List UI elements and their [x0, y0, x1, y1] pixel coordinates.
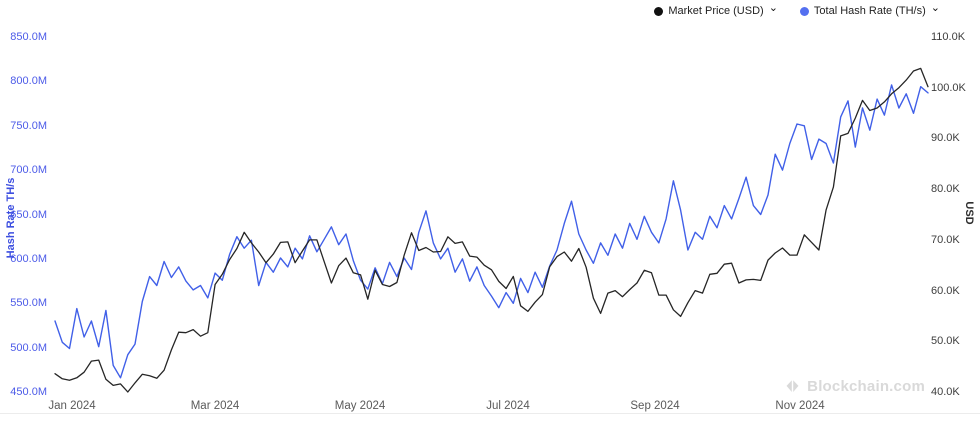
x-tick: May 2024 — [334, 400, 386, 412]
x-tick: Nov 2024 — [775, 400, 825, 412]
x-tick: Sep 2024 — [630, 400, 680, 412]
chevron-down-icon[interactable]: ⌄ — [930, 2, 940, 14]
chevron-down-icon[interactable]: ⌄ — [768, 2, 778, 14]
y-tick-left: 550.0M — [10, 297, 47, 310]
bottom-divider — [0, 413, 980, 414]
legend-item-label: Total Hash Rate (TH/s) — [813, 5, 926, 17]
hash-rate-line[interactable] — [54, 84, 929, 379]
y-tick-right: 110.0K — [931, 31, 966, 43]
y-tick-left: 800.0M — [10, 75, 47, 88]
y-tick-left: 650.0M — [10, 208, 47, 221]
y-tick-right: 60.0K — [931, 284, 960, 297]
y-tick-right: 100.0K — [931, 81, 966, 94]
legend: Market Price (USD) ⌄ Total Hash Rate (TH… — [654, 2, 940, 17]
y-tick-left: 850.0M — [10, 31, 47, 43]
y-tick-left: 500.0M — [10, 341, 47, 354]
y-tick-left: 700.0M — [10, 164, 47, 177]
y-tick-left: 750.0M — [10, 119, 47, 132]
y-tick-left: 450.0M — [10, 386, 47, 398]
legend-item-hash-rate[interactable]: Total Hash Rate (TH/s) ⌄ — [799, 2, 940, 17]
hash-rate-color-dot — [799, 6, 809, 16]
legend-item-label: Market Price (USD) — [668, 5, 764, 17]
watermark-text: Blockchain.com — [807, 378, 925, 395]
y-tick-right: 80.0K — [931, 183, 960, 196]
y-tick-right: 50.0K — [931, 335, 960, 348]
y-tick-right: 90.0K — [931, 132, 960, 145]
y-tick-left: 600.0M — [10, 252, 47, 265]
x-tick: Jul 2024 — [486, 400, 530, 412]
market-price-line[interactable] — [54, 67, 929, 393]
watermark: Blockchain.com — [784, 378, 925, 395]
y-tick-right: 40.0K — [931, 386, 960, 398]
legend-item-market-price[interactable]: Market Price (USD) ⌄ — [654, 2, 778, 17]
x-tick: Jan 2024 — [48, 400, 96, 412]
y-tick-right: 70.0K — [931, 233, 960, 246]
right-axis-title: USD — [963, 201, 975, 225]
blockchain-logo-icon — [786, 380, 799, 393]
x-tick: Mar 2024 — [190, 400, 240, 412]
market-price-color-dot — [654, 6, 664, 16]
